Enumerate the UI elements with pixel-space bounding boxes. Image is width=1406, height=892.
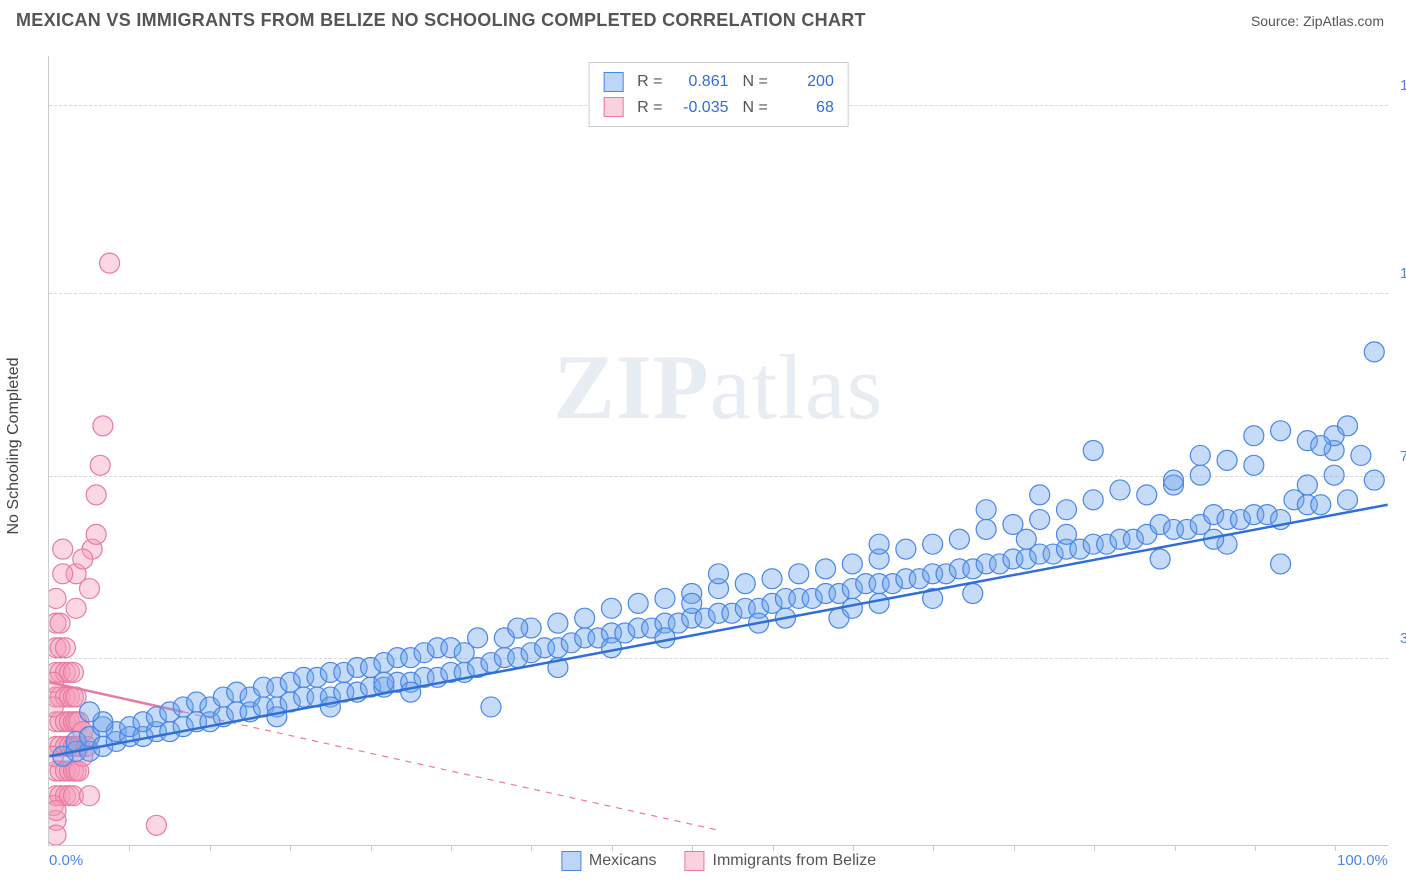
x-tick-label: 0.0%	[49, 852, 83, 869]
x-tick-mark	[1255, 845, 1256, 851]
source-name: ZipAtlas.com	[1303, 13, 1384, 29]
n-value-mexicans: 200	[776, 69, 834, 95]
r-value-belize: -0.035	[671, 95, 729, 121]
x-tick-mark	[1335, 845, 1336, 851]
r-label: R =	[637, 69, 662, 95]
chart-header: MEXICAN VS IMMIGRANTS FROM BELIZE NO SCH…	[0, 0, 1406, 35]
swatch-pink-icon	[684, 851, 704, 871]
x-tick-mark	[210, 845, 211, 851]
x-tick-mark	[1014, 845, 1015, 851]
chart-plot-area: ZIPatlas R = 0.861 N = 200 R = -0.035 N …	[48, 56, 1388, 846]
y-tick-label: 11.2%	[1392, 265, 1406, 282]
y-axis-label: No Schooling Completed	[5, 358, 23, 535]
x-tick-label: 100.0%	[1337, 852, 1388, 869]
x-tick-mark	[853, 845, 854, 851]
legend-item-mexicans: Mexicans	[561, 851, 657, 871]
swatch-pink-icon	[603, 97, 623, 117]
swatch-blue-icon	[561, 851, 581, 871]
source-prefix: Source:	[1251, 13, 1303, 29]
x-tick-mark	[1175, 845, 1176, 851]
chart-title: MEXICAN VS IMMIGRANTS FROM BELIZE NO SCH…	[16, 10, 866, 31]
legend-item-belize: Immigrants from Belize	[684, 851, 876, 871]
x-tick-mark	[451, 845, 452, 851]
legend-stats-row-belize: R = -0.035 N = 68	[603, 95, 834, 121]
legend-series: Mexicans Immigrants from Belize	[561, 851, 876, 871]
y-tick-label: 3.8%	[1392, 630, 1406, 647]
chart-source: Source: ZipAtlas.com	[1251, 13, 1384, 29]
legend-stats-box: R = 0.861 N = 200 R = -0.035 N = 68	[588, 62, 849, 127]
x-tick-mark	[933, 845, 934, 851]
x-tick-mark	[612, 845, 613, 851]
scatter-plot-svg	[49, 56, 1388, 845]
r-value-mexicans: 0.861	[671, 69, 729, 95]
n-label: N =	[743, 69, 768, 95]
legend-label-mexicans: Mexicans	[589, 852, 657, 870]
x-tick-mark	[692, 845, 693, 851]
x-tick-mark	[129, 845, 130, 851]
y-tick-label: 7.5%	[1392, 448, 1406, 465]
n-label: N =	[743, 95, 768, 121]
r-label: R =	[637, 95, 662, 121]
n-value-belize: 68	[776, 95, 834, 121]
x-tick-mark	[531, 845, 532, 851]
legend-label-belize: Immigrants from Belize	[712, 852, 876, 870]
swatch-blue-icon	[603, 72, 623, 92]
y-tick-label: 15.0%	[1392, 77, 1406, 94]
x-tick-mark	[773, 845, 774, 851]
x-tick-mark	[371, 845, 372, 851]
x-tick-mark	[290, 845, 291, 851]
legend-stats-row-mexicans: R = 0.861 N = 200	[603, 69, 834, 95]
x-tick-mark	[1094, 845, 1095, 851]
